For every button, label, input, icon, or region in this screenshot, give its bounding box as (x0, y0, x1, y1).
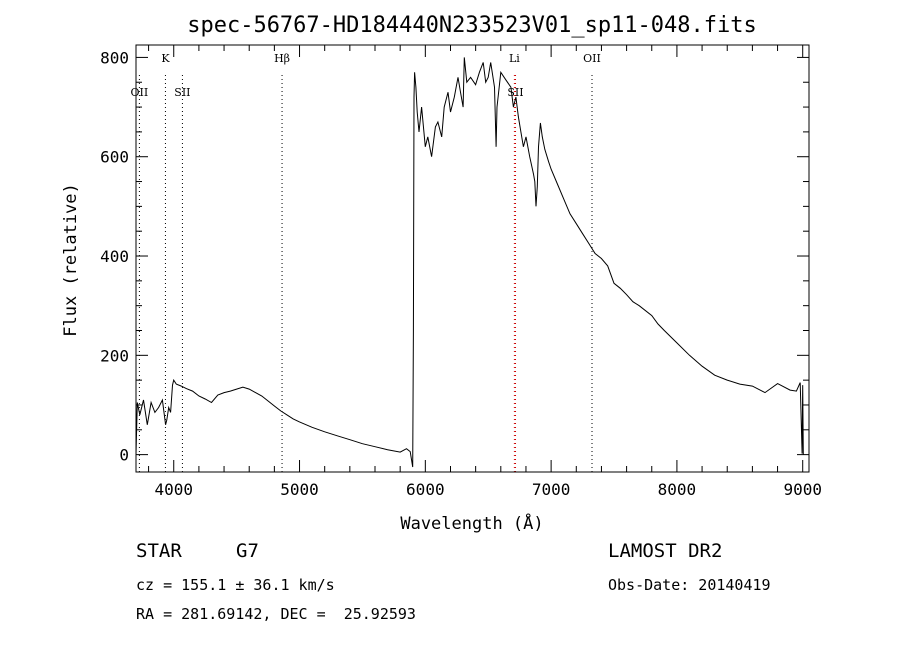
x-tick-label: 7000 (532, 480, 571, 499)
line-marker-label: Hβ (274, 52, 290, 65)
x-tick-label: 5000 (280, 480, 319, 499)
x-tick-label: 9000 (783, 480, 822, 499)
y-tick-label: 800 (100, 48, 129, 67)
survey-name: LAMOST DR2 (608, 540, 723, 562)
observation-date: Obs-Date: 20140419 (608, 576, 771, 594)
x-tick-label: 4000 (154, 480, 193, 499)
line-marker-label: K (161, 52, 170, 65)
x-tick-label: 8000 (658, 480, 697, 499)
line-marker-label: SII (174, 86, 190, 99)
x-axis-label: Wavelength (Å) (400, 512, 543, 534)
spectrum-line (135, 57, 804, 468)
line-marker-label: OII (131, 86, 149, 99)
y-tick-label: 0 (119, 446, 129, 465)
plot-axes (135, 44, 810, 473)
y-tick-label: 600 (100, 148, 129, 167)
y-tick-label: 200 (100, 346, 129, 365)
y-axis-label: Flux (relative) (61, 183, 81, 337)
subclass: G7 (236, 540, 259, 562)
y-tick-label: 400 (100, 247, 129, 266)
axis-ticks: 4000 5000 6000 7000 8000 9000 0 200 400 600 800 (100, 45, 822, 499)
chart-title: spec-56767-HD184440N233523V01_sp11-048.f… (187, 13, 757, 38)
coordinates: RA = 281.69142, DEC = 25.92593 (136, 605, 416, 623)
line-marker-label: Li (509, 52, 520, 65)
plot-frame (135, 44, 810, 473)
x-tick-label: 6000 (406, 480, 445, 499)
object-class: STAR (136, 540, 182, 562)
line-marker-label: OII (583, 52, 601, 65)
redshift-velocity: cz = 155.1 ± 36.1 km/s (136, 576, 335, 594)
